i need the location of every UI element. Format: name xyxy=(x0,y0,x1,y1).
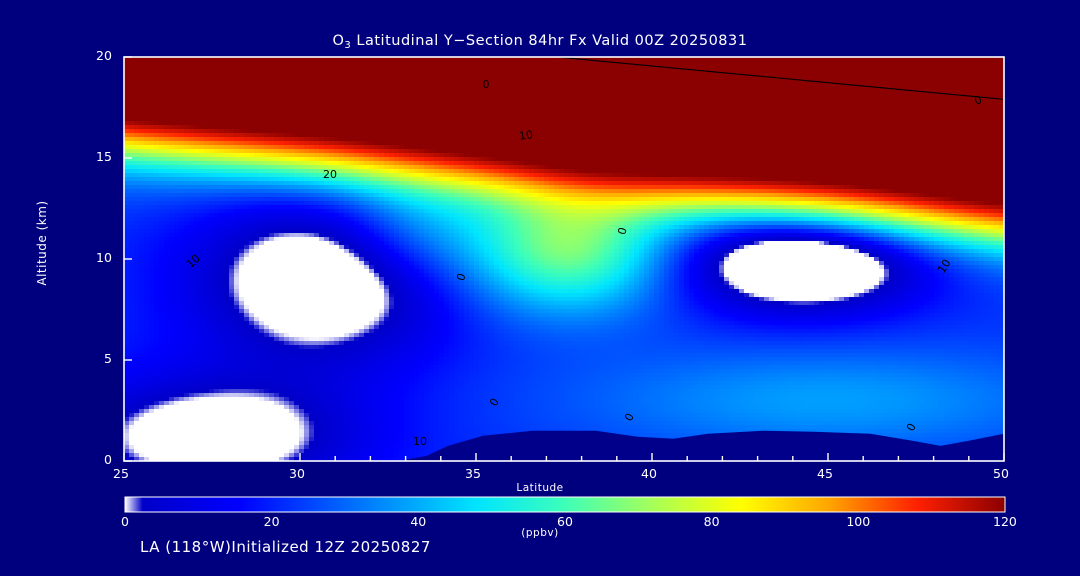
colorbar-units-label: (ppbv) xyxy=(521,527,559,539)
y-tick-label: 10 xyxy=(96,250,112,265)
colorbar-tick-label: 100 xyxy=(846,514,871,529)
x-axis-label: Latitude xyxy=(516,482,564,494)
colorbar xyxy=(125,497,1005,512)
terrain-mask xyxy=(124,430,1004,461)
ozone-field xyxy=(124,57,1004,461)
x-tick-label: 50 xyxy=(993,466,1009,481)
title-species: O xyxy=(332,33,345,49)
colorbar-tick-label: 120 xyxy=(993,514,1017,529)
x-tick-label: 40 xyxy=(641,466,657,481)
x-tick-label: 25 xyxy=(113,466,129,481)
colorbar-tick-label: 40 xyxy=(410,514,427,529)
title-subscript: 3 xyxy=(344,40,352,51)
colorbar-tick-label: 60 xyxy=(557,514,573,529)
colorbar-tick-label: 0 xyxy=(121,514,129,529)
x-tick-label: 35 xyxy=(465,466,481,481)
colorbar-border xyxy=(124,496,1006,513)
y-tick-label: 20 xyxy=(96,48,112,63)
axes-frame xyxy=(123,56,1005,462)
contour-lines xyxy=(556,57,1004,100)
y-tick-label: 0 xyxy=(104,452,112,467)
chart-title: O3 Latitudinal Y−Section 84hr Fx Valid 0… xyxy=(0,33,1080,51)
title-rest: Latitudinal Y−Section 84hr Fx Valid 00Z … xyxy=(351,33,748,49)
colorbar-tick-label: 80 xyxy=(703,514,720,529)
x-tick-label: 45 xyxy=(817,466,833,481)
footer-annotation: LA (118°W)Initialized 12Z 20250827 xyxy=(140,538,431,556)
colorbar-tick-label: 20 xyxy=(263,514,280,529)
y-tick-label: 15 xyxy=(96,149,112,164)
x-tick-label: 30 xyxy=(289,466,305,481)
y-tick-label: 5 xyxy=(104,351,112,366)
